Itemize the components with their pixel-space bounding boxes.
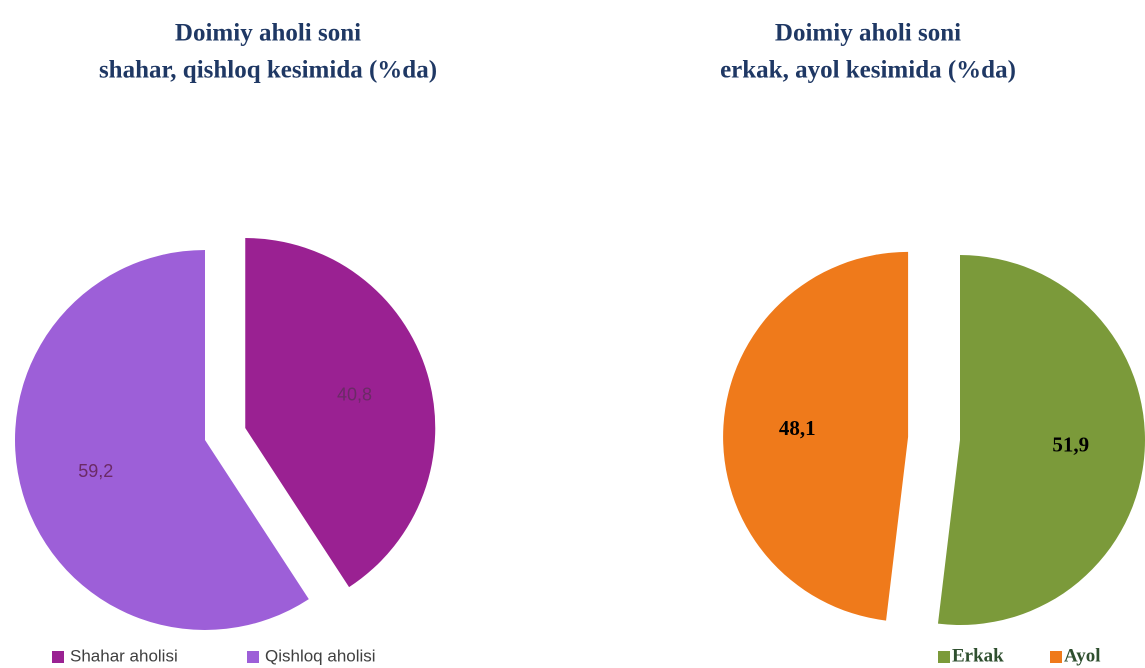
pie-slice bbox=[723, 251, 909, 621]
legend-label: Qishloq aholisi bbox=[265, 646, 376, 665]
chart-subtitle: erkak, ayol kesimida (%da) bbox=[720, 57, 1016, 84]
pie-slice bbox=[937, 255, 1145, 625]
chart-subtitle: shahar, qishloq kesimida (%da) bbox=[99, 57, 437, 84]
legend-label: Shahar aholisi bbox=[70, 646, 178, 665]
chart-title: Doimiy aholi soni bbox=[175, 20, 361, 47]
data-label: 48,1 bbox=[779, 416, 816, 440]
legend-swatch bbox=[52, 651, 64, 663]
data-label: 51,9 bbox=[1052, 432, 1089, 456]
data-label: 59,2 bbox=[78, 461, 113, 481]
pie-slice bbox=[245, 238, 436, 588]
legend-label: Erkak bbox=[952, 645, 1004, 666]
legend-swatch bbox=[938, 651, 950, 663]
pie-slice bbox=[14, 250, 309, 630]
data-label: 40,8 bbox=[337, 384, 372, 404]
legend-label: Ayol bbox=[1064, 645, 1101, 666]
legend-swatch bbox=[1050, 651, 1062, 663]
legend-swatch bbox=[247, 651, 259, 663]
chart-title: Doimiy aholi soni bbox=[775, 20, 961, 47]
